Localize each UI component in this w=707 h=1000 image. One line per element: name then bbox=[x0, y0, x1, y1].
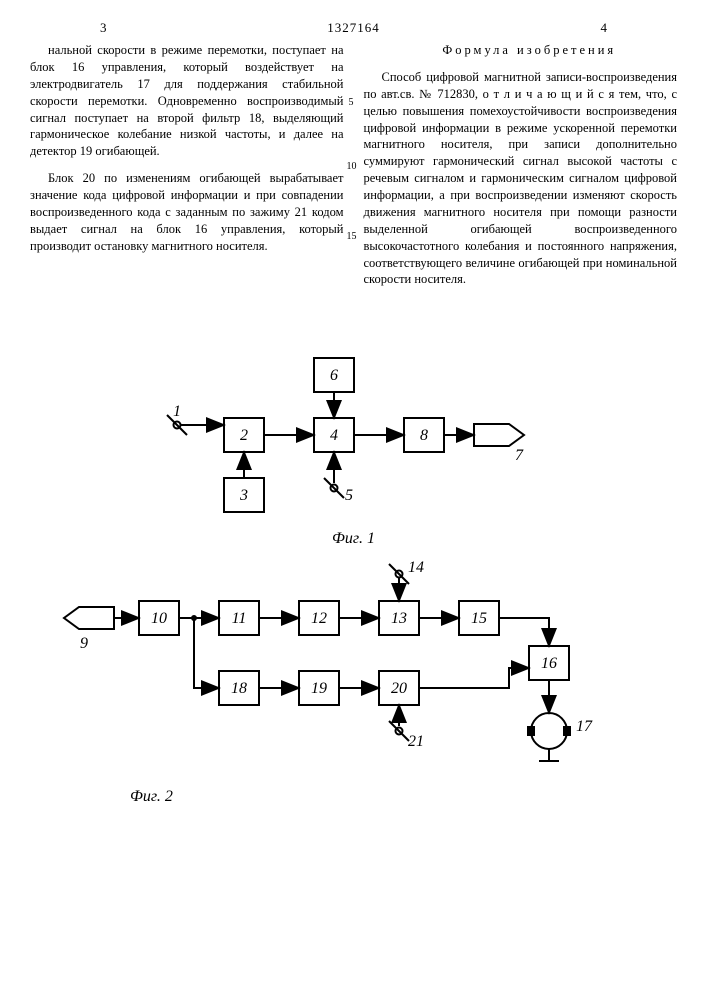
fig1-n3: 3 bbox=[239, 487, 248, 504]
fig2-n21: 21 bbox=[408, 733, 424, 750]
fig1-n6: 6 bbox=[330, 367, 338, 384]
fig2-n14: 14 bbox=[408, 559, 424, 576]
page-numbers: 3 1327164 4 bbox=[30, 20, 677, 36]
fig1-n5: 5 bbox=[345, 487, 353, 504]
left-para-2: Блок 20 по изменениям огибающей вырабаты… bbox=[30, 170, 344, 254]
fig2-n17: 17 bbox=[576, 718, 593, 735]
figures: 1 2 3 4 5 6 7 8 Фиг. 1 bbox=[30, 328, 677, 806]
line-num-5: 5 bbox=[349, 96, 354, 110]
fig2-n20: 20 bbox=[391, 680, 407, 697]
right-para: Способ цифровой магнитной записи-воспрои… bbox=[364, 69, 678, 288]
right-column: Формула изобретения Способ цифровой магн… bbox=[364, 42, 678, 298]
fig1-n2: 2 bbox=[240, 427, 248, 444]
page: 3 1327164 4 нальной скорости в режиме пе… bbox=[0, 0, 707, 1000]
left-para-1: нальной скорости в режиме перемотки, пос… bbox=[30, 42, 344, 160]
fig1-n1: 1 bbox=[173, 403, 181, 420]
fig1-n4: 4 bbox=[330, 427, 338, 444]
fig2-n11: 11 bbox=[231, 610, 246, 627]
line-num-10: 10 bbox=[347, 160, 357, 174]
fig2-n16: 16 bbox=[541, 655, 557, 672]
fig1-n8: 8 bbox=[420, 427, 428, 444]
doc-number: 1327164 bbox=[327, 20, 380, 36]
left-column: нальной скорости в режиме перемотки, пос… bbox=[30, 42, 344, 298]
fig1-n7: 7 bbox=[515, 447, 524, 464]
page-right-num: 4 bbox=[601, 20, 608, 36]
fig2-n13: 13 bbox=[391, 610, 407, 627]
fig2-n12: 12 bbox=[311, 610, 327, 627]
text-columns: нальной скорости в режиме перемотки, пос… bbox=[30, 42, 677, 298]
figure-2: 9 10 11 12 13 14 15 16 17 18 19 20 21 bbox=[54, 556, 654, 776]
fig2-label: Фиг. 2 bbox=[130, 788, 173, 806]
fig1-label: Фиг. 1 bbox=[332, 530, 375, 548]
figure-1: 1 2 3 4 5 6 7 8 bbox=[139, 328, 569, 518]
fig2-n19: 19 bbox=[311, 680, 327, 697]
fig2-n9: 9 bbox=[80, 635, 88, 652]
fig2-n10: 10 bbox=[151, 610, 167, 627]
page-left-num: 3 bbox=[100, 20, 107, 36]
claim-title: Формула изобретения bbox=[364, 42, 678, 59]
fig2-n15: 15 bbox=[471, 610, 487, 627]
line-num-15: 15 bbox=[347, 230, 357, 244]
fig2-n18: 18 bbox=[231, 680, 247, 697]
